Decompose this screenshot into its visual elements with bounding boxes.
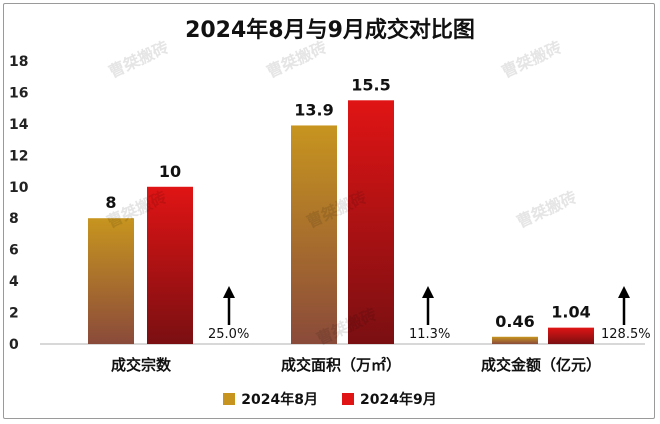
y-tick-label: 14 <box>9 117 29 133</box>
up-arrow-head <box>618 286 630 298</box>
y-tick-label: 8 <box>9 211 19 227</box>
y-tick-label: 10 <box>9 180 29 196</box>
legend: 2024年8月 2024年9月 <box>0 389 660 409</box>
chart-title: 2024年8月与9月成交对比图 <box>185 18 475 43</box>
data-label: 1.04 <box>551 303 590 322</box>
growth-label: 128.5% <box>601 327 651 342</box>
y-tick-label: 6 <box>9 243 19 259</box>
bar-sep <box>548 327 594 344</box>
watermark-text: 曹桀搬砖 <box>514 187 580 231</box>
bars: 8 13.9 0.46 10 15.5 1.04 <box>88 75 594 344</box>
watermark-text: 曹桀搬砖 <box>264 37 330 81</box>
legend-item-aug: 2024年8月 <box>223 389 318 409</box>
bar-aug <box>88 218 134 344</box>
legend-swatch-aug <box>223 393 236 405</box>
y-tick-label: 16 <box>9 85 28 101</box>
category-label: 成交宗数 <box>111 356 172 374</box>
y-tick-label: 18 <box>9 54 28 70</box>
growth-label: 11.3% <box>409 327 450 342</box>
up-arrow-head <box>422 286 434 298</box>
data-label: 13.9 <box>294 100 333 119</box>
bar-aug <box>291 125 337 344</box>
up-arrow-head <box>223 286 235 298</box>
data-label: 0.46 <box>495 312 534 331</box>
category-label: 成交面积（万㎡） <box>281 356 401 374</box>
bar-sep <box>348 100 394 344</box>
y-tick-label: 12 <box>9 148 28 164</box>
x-axis-labels: 成交宗数 成交面积（万㎡） 成交金额（亿元） <box>111 356 601 374</box>
legend-label-aug: 2024年8月 <box>241 392 318 408</box>
growth-label: 25.0% <box>208 327 249 342</box>
growth-indicators: 25.0% 11.3% 128.5% <box>208 286 651 342</box>
watermark-text: 曹桀搬砖 <box>499 37 565 81</box>
bar-sep <box>147 186 193 344</box>
data-label: 10 <box>159 162 181 181</box>
y-tick-label: 2 <box>9 306 19 322</box>
data-label: 15.5 <box>351 75 390 94</box>
bar-aug <box>492 336 538 344</box>
data-label: 8 <box>105 193 116 212</box>
y-tick-label: 4 <box>9 274 19 290</box>
legend-label-sep: 2024年9月 <box>360 392 437 408</box>
y-axis-ticks: 0 2 4 6 8 10 12 14 16 18 <box>9 54 645 353</box>
watermark-text: 曹桀搬砖 <box>106 37 172 81</box>
y-tick-label: 0 <box>9 337 19 353</box>
category-label: 成交金额（亿元） <box>481 356 601 374</box>
legend-item-sep: 2024年9月 <box>342 389 437 409</box>
legend-swatch-sep <box>342 393 354 405</box>
